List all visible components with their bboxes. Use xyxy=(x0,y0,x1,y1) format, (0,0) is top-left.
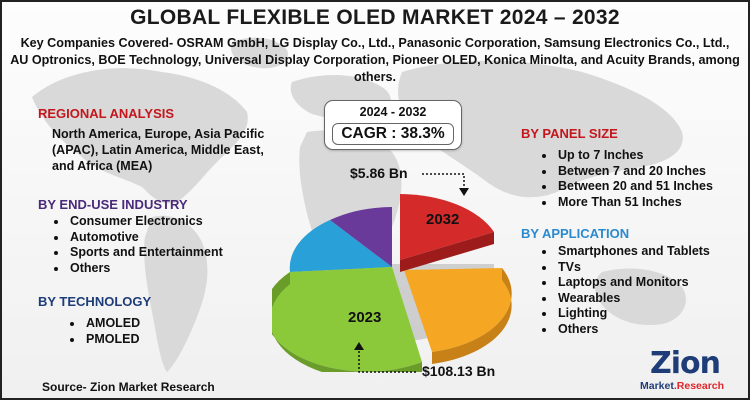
pie-graphic: 2032 2023 xyxy=(272,194,512,372)
list-item: Lighting xyxy=(556,306,710,322)
list-item: Others xyxy=(68,261,223,277)
list-item: AMOLED xyxy=(84,316,140,332)
list-item: Others xyxy=(556,322,710,338)
list-item: More Than 51 Inches xyxy=(556,195,713,211)
end-value-label: $5.86 Bn xyxy=(350,165,408,181)
panel-size-list: Up to 7 Inches Between 7 and 20 Inches B… xyxy=(540,148,713,210)
cagr-value: CAGR : 38.3% xyxy=(332,123,454,145)
list-item: Between 7 and 20 Inches xyxy=(556,164,713,180)
regional-analysis-heading: REGIONAL ANALYSIS xyxy=(38,106,175,121)
list-item: Sports and Entertainment xyxy=(68,245,223,261)
cagr-box: 2024 - 2032 CAGR : 38.3% xyxy=(324,100,462,150)
source-text: Source- Zion Market Research xyxy=(42,380,215,394)
pie-slice-red xyxy=(400,194,494,260)
list-item: Automotive xyxy=(68,230,223,246)
list-item: Consumer Electronics xyxy=(68,214,223,230)
application-heading: BY APPLICATION xyxy=(521,226,630,241)
list-item: Laptops and Monitors xyxy=(556,275,710,291)
application-list: Smartphones and Tablets TVs Laptops and … xyxy=(540,244,710,337)
logo-sub-text: Market.Research xyxy=(640,380,724,392)
end-use-industry-list: Consumer Electronics Automotive Sports a… xyxy=(52,214,223,276)
logo-sub-research: .Research xyxy=(673,380,725,392)
pie-label-2032: 2032 xyxy=(426,211,459,228)
technology-heading: BY TECHNOLOGY xyxy=(38,294,152,309)
logo-main-text: Zion xyxy=(650,346,721,381)
end-use-industry-heading: BY END-USE INDUSTRY xyxy=(38,197,188,212)
pie-slice-orange xyxy=(404,268,512,352)
cagr-years: 2024 - 2032 xyxy=(359,105,427,119)
list-item: Up to 7 Inches xyxy=(556,148,713,164)
list-item: TVs xyxy=(556,260,710,276)
page-title: GLOBAL FLEXIBLE OLED MARKET 2024 – 2032 xyxy=(130,6,620,29)
key-companies-text: Key Companies Covered- OSRAM GmbH, LG Di… xyxy=(10,36,740,84)
technology-list: AMOLED PMOLED xyxy=(68,316,140,347)
logo-sub-market: Market xyxy=(640,380,674,392)
list-item: Between 20 and 51 Inches xyxy=(556,179,713,195)
pie-slice-purple xyxy=(330,207,392,267)
start-value-label: $108.13 Bn xyxy=(422,363,496,379)
pie-label-2023: 2023 xyxy=(348,309,381,326)
zion-logo: Zion Market.Research xyxy=(632,348,740,394)
pie-slice-green xyxy=(272,267,422,372)
panel-size-heading: BY PANEL SIZE xyxy=(521,126,618,141)
pie-slice-blue xyxy=(289,220,392,272)
list-item: Smartphones and Tablets xyxy=(556,244,710,260)
list-item: PMOLED xyxy=(84,332,140,348)
list-item: Wearables xyxy=(556,291,710,307)
regional-analysis-text: North America, Europe, Asia Pacific (APA… xyxy=(52,127,265,173)
